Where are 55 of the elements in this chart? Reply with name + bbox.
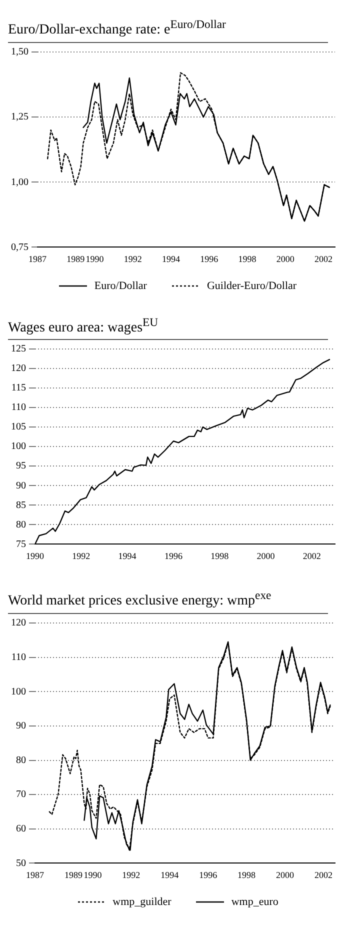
x-tick-label: 1992 [122, 870, 140, 880]
x-tick-label: 2002 [302, 551, 321, 562]
legend-label: wmp_euro [231, 896, 278, 908]
x-tick-label: 1987 [28, 254, 47, 264]
y-tick-label: 110 [11, 402, 26, 414]
y-tick-label: 85 [16, 500, 26, 512]
x-tick-label: 1996 [199, 870, 218, 880]
x-tick-label: 1987 [26, 870, 44, 880]
y-tick-label: 0,75 [11, 241, 28, 252]
x-tick-label: 1996 [200, 254, 219, 264]
chart-title: Wages euro area: wages$^{EU}$ [8, 306, 328, 340]
x-tick-label: 1992 [72, 551, 90, 562]
y-tick-label: 80 [16, 754, 26, 766]
y-tick-label: 105 [11, 422, 26, 434]
y-tick-label: 120 [11, 363, 26, 374]
legend-label: Guilder-Euro/Dollar [206, 280, 297, 292]
y-tick-label: 1,00 [11, 176, 28, 188]
y-tick-label: 120 [11, 618, 26, 629]
y-tick-label: 60 [16, 823, 26, 834]
chart-title: World market prices exclusive energy: wmp$^{exe}$ [8, 579, 328, 614]
y-tick-label: 100 [11, 686, 26, 698]
x-tick-label: 1994 [162, 254, 180, 264]
x-tick-label: 1998 [238, 254, 257, 264]
x-tick-label: 2000 [276, 870, 294, 880]
y-tick-label: 1,50 [11, 46, 28, 58]
x-tick-label: 1998 [210, 551, 230, 562]
x-tick-label: 1989 [66, 254, 86, 264]
legend-label: wmp_guilder [112, 896, 172, 908]
x-tick-label: 1994 [118, 551, 137, 562]
legend-label: Euro/Dollar [94, 280, 147, 292]
y-tick-label: 115 [11, 382, 26, 394]
y-tick-label: 90 [16, 480, 26, 492]
chart-title: Euro/Dollar-exchange rate: e$^{Euro/Dollar}$ [8, 8, 328, 43]
y-tick-label: 100 [11, 442, 26, 453]
y-tick-label: 95 [16, 461, 26, 472]
x-tick-label: 2000 [256, 551, 276, 562]
x-tick-label: 1996 [164, 551, 183, 562]
x-tick-label: 1994 [160, 870, 180, 880]
y-tick-label: 90 [16, 720, 26, 732]
x-tick-label: 1998 [238, 870, 256, 880]
y-tick-label: 125 [11, 344, 26, 355]
y-tick-label: 50 [16, 858, 26, 869]
x-tick-label: 1990 [26, 551, 44, 562]
x-tick-label: 1989 [64, 870, 83, 880]
y-tick-label: 80 [16, 520, 26, 531]
x-tick-label: 1992 [124, 254, 142, 264]
y-tick-label: 70 [16, 789, 26, 800]
x-tick-label: 2000 [276, 254, 295, 264]
x-tick-label: 1990 [84, 870, 102, 880]
y-tick-label: 1,25 [11, 111, 28, 122]
x-tick-label: 2002 [314, 254, 333, 264]
x-tick-label: 1990 [86, 254, 104, 264]
y-tick-label: 75 [16, 539, 26, 550]
x-tick-label: 2002 [314, 870, 332, 880]
y-tick-label: 110 [11, 652, 26, 663]
